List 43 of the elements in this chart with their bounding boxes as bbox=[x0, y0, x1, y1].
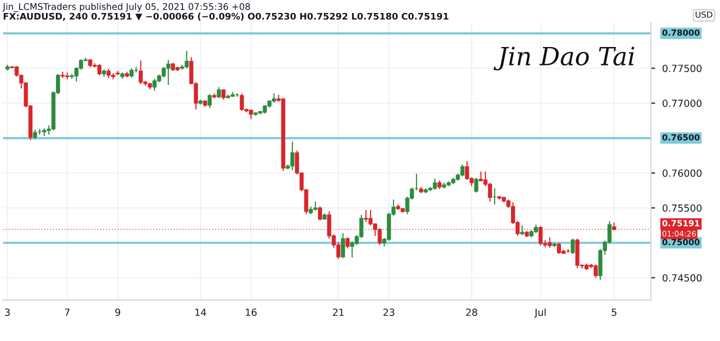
y-tick-label: 0.74500 bbox=[662, 274, 702, 282]
candlestick bbox=[346, 236, 350, 249]
x-tick-label: 5 bbox=[612, 308, 616, 316]
candlestick bbox=[538, 226, 543, 246]
candlestick bbox=[290, 141, 294, 171]
candlestick bbox=[216, 86, 221, 99]
y-tick-label: 0.77000 bbox=[662, 100, 702, 107]
x-tick-label: 28 bbox=[466, 308, 478, 316]
chart-title: Jin_LCMSTraders published July 05, 2021 07:55:36 +08 bbox=[2, 3, 250, 12]
candlestick bbox=[97, 64, 102, 76]
candlestick bbox=[570, 238, 575, 255]
x-tick-label: 9 bbox=[115, 308, 120, 316]
x-tick-label: 21 bbox=[332, 308, 344, 316]
candlestick bbox=[340, 232, 345, 259]
annotation: Jin Dao Tai bbox=[494, 46, 634, 70]
candlestick bbox=[130, 68, 134, 78]
candlestick bbox=[106, 68, 111, 79]
ref-line-label: 0.76500 bbox=[662, 134, 700, 140]
candlestick bbox=[520, 224, 524, 236]
candlestick bbox=[432, 178, 437, 190]
x-tick-label: Jul bbox=[534, 308, 546, 318]
x-tick-label: 16 bbox=[246, 308, 257, 316]
ref-line-label: 0.75191 bbox=[662, 220, 700, 226]
candlestick bbox=[318, 206, 322, 222]
candlestick bbox=[313, 201, 318, 212]
candlestick bbox=[465, 160, 470, 181]
ref-line-label: 0.75000 bbox=[662, 238, 700, 246]
text: USD bbox=[696, 11, 712, 18]
x-tick-label: 23 bbox=[383, 308, 394, 316]
ref-line-label: 0.78000 bbox=[662, 29, 700, 36]
chart-subtitle: FX:AUDUSD, 240 0.75191 ▼ −0.00066 (−0.09%) O0.75230 H0.75292 L0.75180 C0.75191 bbox=[4, 12, 448, 21]
candlestick bbox=[208, 94, 212, 109]
candlestick bbox=[474, 177, 478, 194]
candlestick bbox=[152, 78, 157, 92]
y-tick-label: 0.76000 bbox=[662, 169, 702, 177]
x-tick-label: 7 bbox=[64, 308, 70, 316]
x-tick-label: 14 bbox=[195, 308, 206, 316]
x-tick-label: 3 bbox=[5, 308, 10, 316]
candlestick bbox=[221, 88, 226, 100]
candlestick bbox=[33, 129, 38, 140]
candlestick bbox=[460, 164, 464, 178]
y-tick-label: 0.77500 bbox=[662, 64, 702, 72]
y-tick-label: 0.75500 bbox=[662, 204, 702, 212]
